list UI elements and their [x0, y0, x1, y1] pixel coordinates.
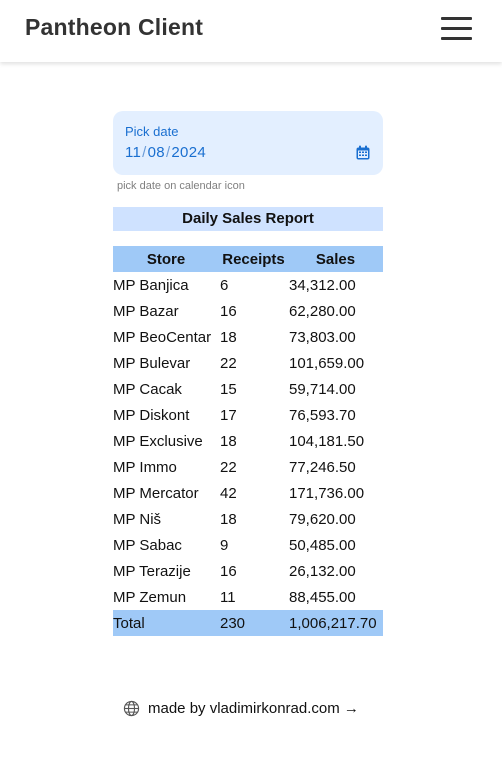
table-row: MP Terazije 16 26,132.00: [113, 558, 383, 584]
table-row: MP Banjica 6 34,312.00: [113, 272, 383, 298]
receipts-cell: 17: [219, 402, 288, 428]
calendar-icon[interactable]: [355, 145, 371, 161]
column-header-sales: Sales: [288, 246, 383, 272]
date-separator: /: [142, 144, 146, 161]
globe-icon: [123, 700, 140, 717]
store-cell: MP Sabac: [113, 532, 219, 558]
receipts-cell: 18: [219, 506, 288, 532]
table-row: MP Zemun 11 88,455.00: [113, 584, 383, 610]
store-cell: MP Immo: [113, 454, 219, 480]
receipts-cell: 16: [219, 298, 288, 324]
sales-table: Store Receipts Sales MP Banjica 6 34,312.0…: [113, 246, 383, 636]
hamburger-menu-button[interactable]: [441, 17, 473, 43]
app-title: Pantheon Client: [25, 14, 203, 41]
sales-cell: 73,803.00: [288, 324, 383, 350]
date-picker-hint: pick date on calendar icon: [117, 180, 245, 192]
store-cell: MP Bulevar: [113, 350, 219, 376]
table-row: MP Sabac 9 50,485.00: [113, 532, 383, 558]
column-header-receipts: Receipts: [219, 246, 288, 272]
date-input[interactable]: 11/08/2024: [125, 144, 206, 161]
column-header-store: Store: [113, 246, 219, 272]
store-cell: MP Exclusive: [113, 428, 219, 454]
date-separator: /: [166, 144, 170, 161]
sales-cell: 26,132.00: [288, 558, 383, 584]
date-picker[interactable]: Pick date 11/08/2024: [113, 111, 383, 175]
receipts-cell: 18: [219, 324, 288, 350]
store-cell: MP Cacak: [113, 376, 219, 402]
sales-cell: 59,714.00: [288, 376, 383, 402]
date-year[interactable]: 2024: [171, 144, 206, 161]
sales-cell: 88,455.00: [288, 584, 383, 610]
sales-cell: 104,181.50: [288, 428, 383, 454]
table-row: MP Exclusive 18 104,181.50: [113, 428, 383, 454]
store-cell: MP Niš: [113, 506, 219, 532]
sales-cell: 171,736.00: [288, 480, 383, 506]
date-day[interactable]: 11: [125, 144, 141, 161]
report-title: Daily Sales Report: [113, 207, 383, 231]
sales-cell: 34,312.00: [288, 272, 383, 298]
footer-text: made by vladimirkonrad.com →: [148, 700, 359, 717]
receipts-cell: 42: [219, 480, 288, 506]
table-row: MP Bulevar 22 101,659.00: [113, 350, 383, 376]
store-cell: MP Banjica: [113, 272, 219, 298]
store-cell: MP Terazije: [113, 558, 219, 584]
date-month[interactable]: 08: [148, 144, 165, 161]
total-receipts: 230: [219, 610, 288, 636]
table-total-row: Total 230 1,006,217.70: [113, 610, 383, 636]
receipts-cell: 6: [219, 272, 288, 298]
receipts-cell: 16: [219, 558, 288, 584]
sales-cell: 101,659.00: [288, 350, 383, 376]
sales-cell: 76,593.70: [288, 402, 383, 428]
table-header-row: Store Receipts Sales: [113, 246, 383, 272]
receipts-cell: 15: [219, 376, 288, 402]
store-cell: MP BeoCentar: [113, 324, 219, 350]
receipts-cell: 22: [219, 454, 288, 480]
store-cell: MP Diskont: [113, 402, 219, 428]
total-label: Total: [113, 610, 219, 636]
table-row: MP Immo 22 77,246.50: [113, 454, 383, 480]
receipts-cell: 18: [219, 428, 288, 454]
receipts-cell: 9: [219, 532, 288, 558]
footer-credit-link[interactable]: made by vladimirkonrad.com →: [123, 700, 359, 717]
table-row: MP Diskont 17 76,593.70: [113, 402, 383, 428]
receipts-cell: 11: [219, 584, 288, 610]
table-row: MP Bazar 16 62,280.00: [113, 298, 383, 324]
store-cell: MP Mercator: [113, 480, 219, 506]
total-sales: 1,006,217.70: [288, 610, 383, 636]
store-cell: MP Zemun: [113, 584, 219, 610]
date-picker-label: Pick date: [125, 124, 178, 139]
store-cell: MP Bazar: [113, 298, 219, 324]
app-header: Pantheon Client: [0, 0, 502, 62]
table-row: MP Niš 18 79,620.00: [113, 506, 383, 532]
sales-cell: 62,280.00: [288, 298, 383, 324]
receipts-cell: 22: [219, 350, 288, 376]
sales-cell: 77,246.50: [288, 454, 383, 480]
sales-cell: 50,485.00: [288, 532, 383, 558]
sales-cell: 79,620.00: [288, 506, 383, 532]
table-row: MP BeoCentar 18 73,803.00: [113, 324, 383, 350]
table-row: MP Mercator 42 171,736.00: [113, 480, 383, 506]
table-row: MP Cacak 15 59,714.00: [113, 376, 383, 402]
